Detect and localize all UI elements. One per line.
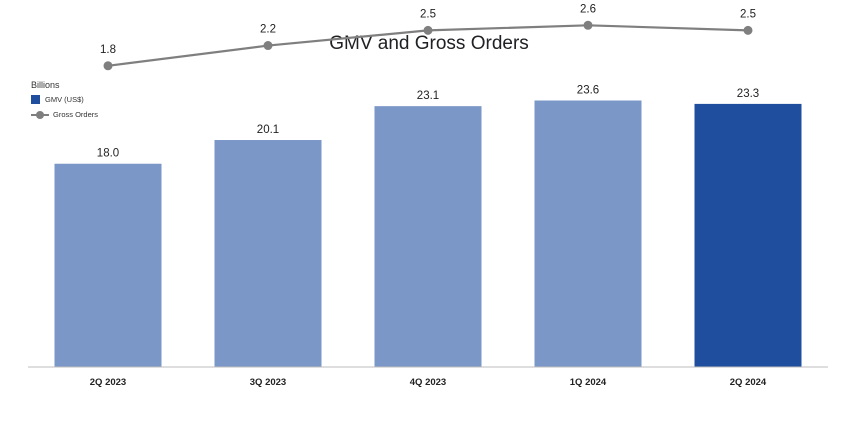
line-label-2: 2.5 [420, 8, 436, 20]
bar-4 [694, 103, 802, 368]
legend-label-gross-orders: Gross Orders [53, 110, 99, 119]
line-point-1 [263, 41, 273, 51]
x-tick-label-2: 4Q 2023 [410, 377, 446, 388]
x-tick-label-1: 3Q 2023 [250, 377, 286, 388]
bar-label-2: 23.1 [417, 90, 439, 102]
bar-label-0: 18.0 [97, 148, 119, 160]
x-tick-label-4: 2Q 2024 [730, 377, 767, 388]
line-label-3: 2.6 [580, 3, 596, 15]
bar-3 [534, 100, 642, 368]
chart-title: GMV and Gross Orders [329, 33, 529, 54]
legend-label-gmv: GMV (US$) [45, 95, 84, 104]
bar-label-1: 20.1 [257, 124, 279, 136]
bar-label-3: 23.6 [577, 85, 599, 97]
unit-label: Billions [31, 80, 60, 90]
bar-1 [214, 140, 322, 367]
line-point-4 [743, 25, 753, 35]
line-point-3 [583, 20, 593, 30]
x-tick-label-0: 2Q 2023 [90, 377, 126, 388]
legend-swatch-gross-orders [31, 110, 49, 119]
bar-2 [374, 106, 482, 367]
line-label-1: 2.2 [260, 24, 276, 36]
bar-0 [54, 163, 162, 367]
legend-item-gmv: GMV (US$) [31, 95, 84, 104]
bar-label-4: 23.3 [737, 88, 759, 100]
line-point-2 [423, 25, 433, 35]
legend-item-gross-orders: Gross Orders [31, 110, 98, 119]
legend-swatch-gmv [31, 95, 40, 104]
x-tick-label-3: 1Q 2024 [570, 377, 607, 388]
line-label-0: 1.8 [100, 44, 116, 56]
line-label-4: 2.5 [740, 8, 756, 20]
line-point-0 [103, 61, 113, 71]
